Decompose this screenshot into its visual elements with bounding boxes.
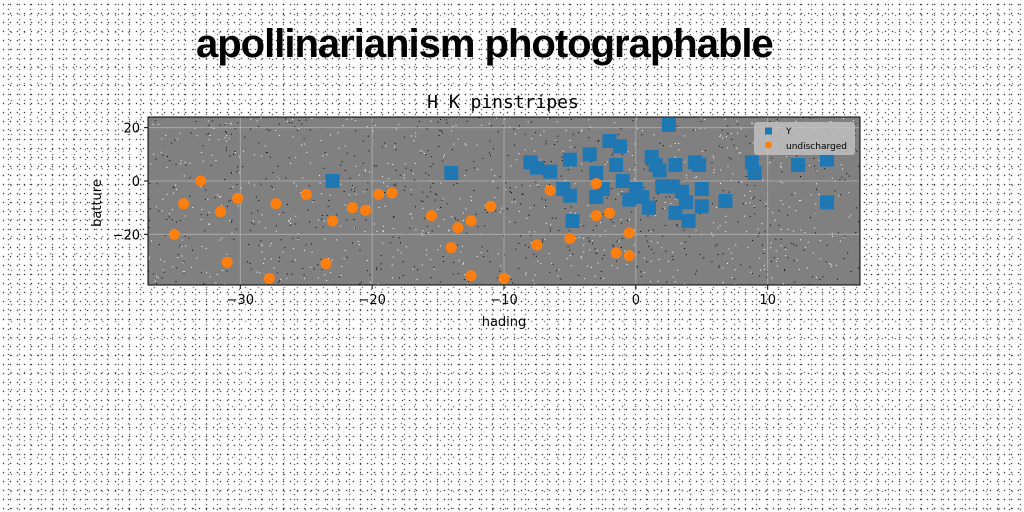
y-tick-label: 20	[123, 122, 140, 137]
data-point-undischarged	[346, 202, 358, 214]
data-point-undischarged	[386, 187, 398, 199]
data-point-undischarged	[445, 242, 457, 254]
legend: Y undischarged	[754, 122, 855, 155]
data-point-undischarged	[215, 206, 227, 218]
data-point-undischarged	[195, 175, 207, 187]
data-point-undischarged	[590, 210, 602, 222]
x-tick-label: 10	[759, 293, 776, 308]
data-point-undischarged	[544, 184, 556, 196]
data-point-undischarged	[590, 178, 602, 190]
data-point-undischarged	[320, 258, 332, 270]
data-point-undischarged	[610, 247, 622, 259]
y-tick-label: −20	[113, 228, 140, 243]
data-point-undischarged	[373, 188, 385, 200]
x-tick-label: −10	[490, 293, 517, 308]
data-point-y	[692, 158, 707, 172]
data-point-y	[562, 188, 577, 203]
data-point-y	[694, 199, 709, 214]
data-point-undischarged	[603, 207, 615, 219]
data-point-y	[609, 158, 624, 172]
data-point-y	[820, 152, 835, 167]
data-point-undischarged	[425, 210, 437, 222]
legend-box	[754, 122, 855, 155]
data-point-undischarged	[327, 215, 339, 227]
data-point-undischarged	[168, 228, 180, 240]
data-point-y	[747, 166, 762, 180]
data-point-undischarged	[485, 200, 497, 212]
data-point-y	[613, 139, 628, 154]
legend-label-y: Y	[785, 127, 792, 137]
x-tick-label: 0	[632, 293, 640, 308]
legend-marker-undischarged	[765, 141, 772, 149]
data-point-undischarged	[452, 222, 464, 234]
data-point-y	[655, 179, 670, 194]
data-point-y	[543, 164, 558, 179]
data-point-y	[675, 184, 689, 199]
data-point-y	[325, 174, 340, 188]
data-point-undischarged	[564, 232, 576, 244]
data-point-y	[661, 118, 676, 132]
grid-lines	[148, 117, 860, 285]
data-point-undischarged	[465, 215, 477, 227]
data-point-y	[562, 152, 577, 167]
data-point-y	[668, 206, 683, 220]
data-point-y	[681, 214, 696, 228]
data-point-undischarged	[623, 250, 635, 262]
y-tick-label: 0	[132, 175, 140, 190]
data-point-y	[615, 174, 630, 188]
x-tick-label: −20	[358, 293, 385, 308]
data-point-y	[642, 200, 657, 215]
x-axis-label: hading	[482, 315, 527, 330]
data-point-y	[602, 134, 617, 148]
data-point-undischarged	[178, 198, 190, 210]
data-point-undischarged	[300, 188, 312, 200]
data-point-undischarged	[623, 227, 635, 239]
data-point-y	[582, 147, 597, 162]
data-point-undischarged	[221, 256, 233, 268]
x-axis-ticks: −30 −20 −10 0 10	[227, 285, 776, 308]
data-point-y	[668, 158, 683, 172]
data-point-y	[589, 166, 604, 180]
data-point-undischarged	[360, 204, 372, 216]
data-point-y	[622, 192, 637, 207]
data-point-y	[529, 160, 544, 175]
data-point-undischarged	[263, 272, 275, 284]
data-point-y	[791, 158, 806, 172]
chart-title: H K pinstripes	[427, 92, 579, 113]
legend-marker-y	[765, 127, 772, 135]
y-axis-ticks: −20 0 20	[113, 122, 148, 243]
data-points	[168, 118, 835, 284]
data-point-undischarged	[232, 192, 244, 204]
data-point-y	[718, 194, 733, 208]
banner-title: apollinarianism photographable	[196, 22, 774, 66]
x-tick-label: −30	[227, 293, 254, 308]
legend-label-undischarged: undischarged	[786, 142, 847, 152]
data-point-y	[820, 195, 835, 210]
data-point-y	[444, 166, 459, 180]
data-point-y	[565, 214, 580, 228]
data-point-undischarged	[465, 270, 477, 282]
data-point-undischarged	[531, 239, 543, 251]
data-point-y	[635, 190, 650, 204]
y-axis-label: batture	[90, 179, 105, 227]
data-point-y	[678, 195, 693, 210]
data-point-y	[652, 163, 667, 178]
data-point-y	[744, 155, 759, 170]
data-point-undischarged	[270, 198, 282, 210]
data-point-y	[694, 182, 709, 196]
data-point-undischarged	[498, 272, 510, 284]
